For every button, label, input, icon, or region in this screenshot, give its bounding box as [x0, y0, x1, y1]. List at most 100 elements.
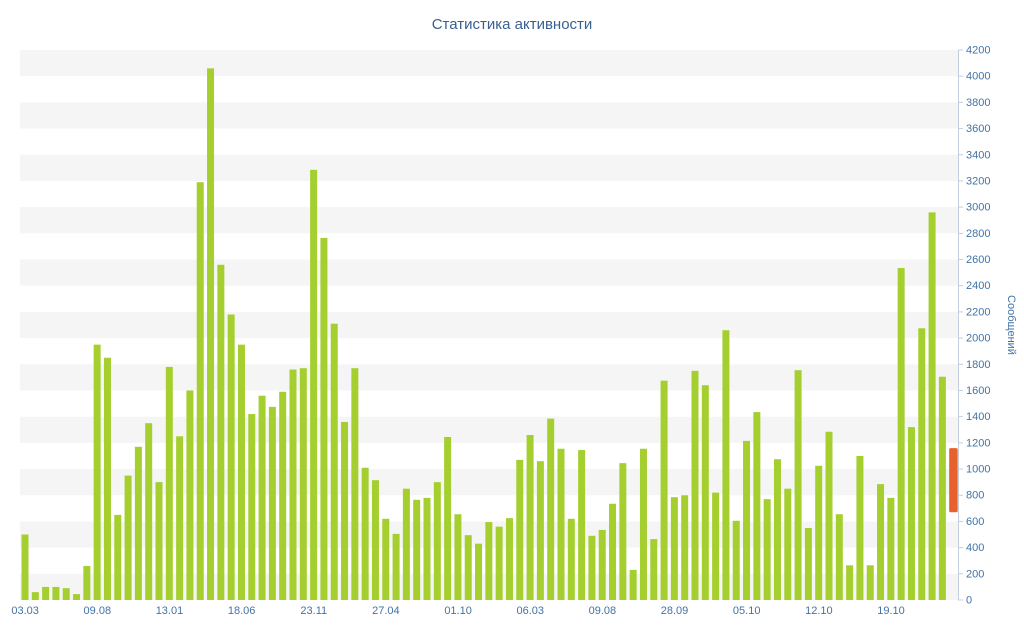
- bar: [784, 488, 792, 600]
- bar: [588, 535, 596, 600]
- x-axis-tick-label: 18.06: [228, 605, 256, 617]
- y-axis-tick-label: 2800: [966, 228, 990, 240]
- bar: [124, 475, 132, 600]
- bar: [660, 380, 668, 600]
- chart-title: Статистика активности: [431, 16, 593, 33]
- bar: [382, 518, 390, 600]
- bar: [732, 520, 740, 600]
- y-axis-tick-label: 2000: [966, 333, 990, 345]
- y-axis-tick-label: 0: [966, 595, 972, 607]
- y-axis-tick-label: 4000: [966, 71, 990, 83]
- y-axis-tick-label: 800: [966, 490, 984, 502]
- bar: [629, 569, 637, 600]
- x-axis-tick-label: 12.10: [805, 605, 833, 617]
- bar: [62, 588, 70, 600]
- bar: [650, 539, 658, 600]
- bar: [134, 446, 142, 600]
- bar: [722, 330, 730, 600]
- bar: [846, 565, 854, 600]
- y-axis-tick-label: 400: [966, 542, 984, 554]
- x-axis-tick-label: 13.01: [156, 605, 184, 617]
- bar: [495, 526, 503, 600]
- bar: [93, 344, 101, 600]
- y-axis-tick-label: 2600: [966, 254, 990, 266]
- bar: [938, 376, 946, 600]
- bar: [341, 421, 349, 600]
- bar: [897, 268, 905, 600]
- grid-band: [20, 207, 958, 234]
- bar: [753, 412, 761, 600]
- highlight-bar: [949, 448, 958, 513]
- bar: [475, 543, 483, 600]
- y-axis-tick-label: 600: [966, 516, 984, 528]
- grid-band: [20, 154, 958, 181]
- bar: [701, 385, 709, 600]
- x-axis-tick-label: 23.11: [300, 605, 327, 617]
- bar: [536, 461, 544, 600]
- bar: [516, 459, 524, 600]
- y-axis-tick-label: 1400: [966, 411, 990, 423]
- bar: [454, 514, 462, 600]
- bar: [413, 499, 421, 600]
- bar: [887, 497, 895, 600]
- bar: [763, 499, 771, 600]
- bar: [619, 463, 627, 600]
- bar: [289, 369, 297, 600]
- bar: [196, 182, 204, 600]
- bar: [217, 264, 225, 600]
- bar: [743, 440, 751, 600]
- bar: [928, 212, 936, 600]
- x-axis-tick-label: 19.10: [877, 605, 905, 617]
- bar: [402, 488, 410, 600]
- bar: [856, 455, 864, 600]
- bar: [320, 237, 328, 601]
- bar: [145, 423, 153, 600]
- bar: [279, 391, 287, 600]
- bar: [866, 565, 874, 600]
- bar: [681, 495, 689, 600]
- bar: [444, 436, 452, 600]
- bar: [268, 406, 276, 600]
- y-axis-tick-label: 3200: [966, 175, 990, 187]
- bar: [835, 514, 843, 600]
- bar: [670, 497, 678, 600]
- y-axis-tick-label: 3400: [966, 149, 990, 161]
- x-axis-tick-label: 27.04: [372, 605, 400, 617]
- bar: [433, 482, 441, 600]
- bar: [557, 448, 565, 600]
- y-axis-tick-label: 4200: [966, 45, 990, 57]
- bar: [83, 565, 91, 600]
- bar: [825, 431, 833, 600]
- bar: [907, 427, 915, 600]
- bar: [351, 368, 359, 600]
- y-axis-tick-label: 2400: [966, 280, 990, 292]
- y-axis-tick-label: 2200: [966, 306, 990, 318]
- bar: [310, 169, 318, 600]
- bar: [299, 368, 307, 600]
- bar: [42, 586, 50, 600]
- bar: [165, 366, 173, 600]
- bar: [52, 586, 60, 600]
- bar: [248, 414, 256, 600]
- x-axis-tick-label: 05.10: [733, 605, 761, 617]
- bar: [567, 518, 575, 600]
- bar: [526, 435, 534, 600]
- bar: [237, 344, 245, 600]
- y-axis-tick-label: 200: [966, 568, 984, 580]
- bar: [485, 522, 493, 600]
- bar: [114, 514, 122, 600]
- y-axis-tick-label: 3600: [966, 123, 990, 135]
- grid-band: [20, 364, 958, 391]
- bar: [598, 529, 606, 600]
- bar: [877, 484, 885, 600]
- bar: [423, 497, 431, 600]
- bar: [186, 390, 194, 600]
- y-axis-tick-label: 1800: [966, 359, 990, 371]
- grid-band: [20, 50, 958, 77]
- x-axis-tick-label: 28.09: [661, 605, 689, 617]
- bar: [73, 594, 81, 600]
- bar: [21, 534, 29, 600]
- y-axis-tick-label: 3800: [966, 97, 990, 109]
